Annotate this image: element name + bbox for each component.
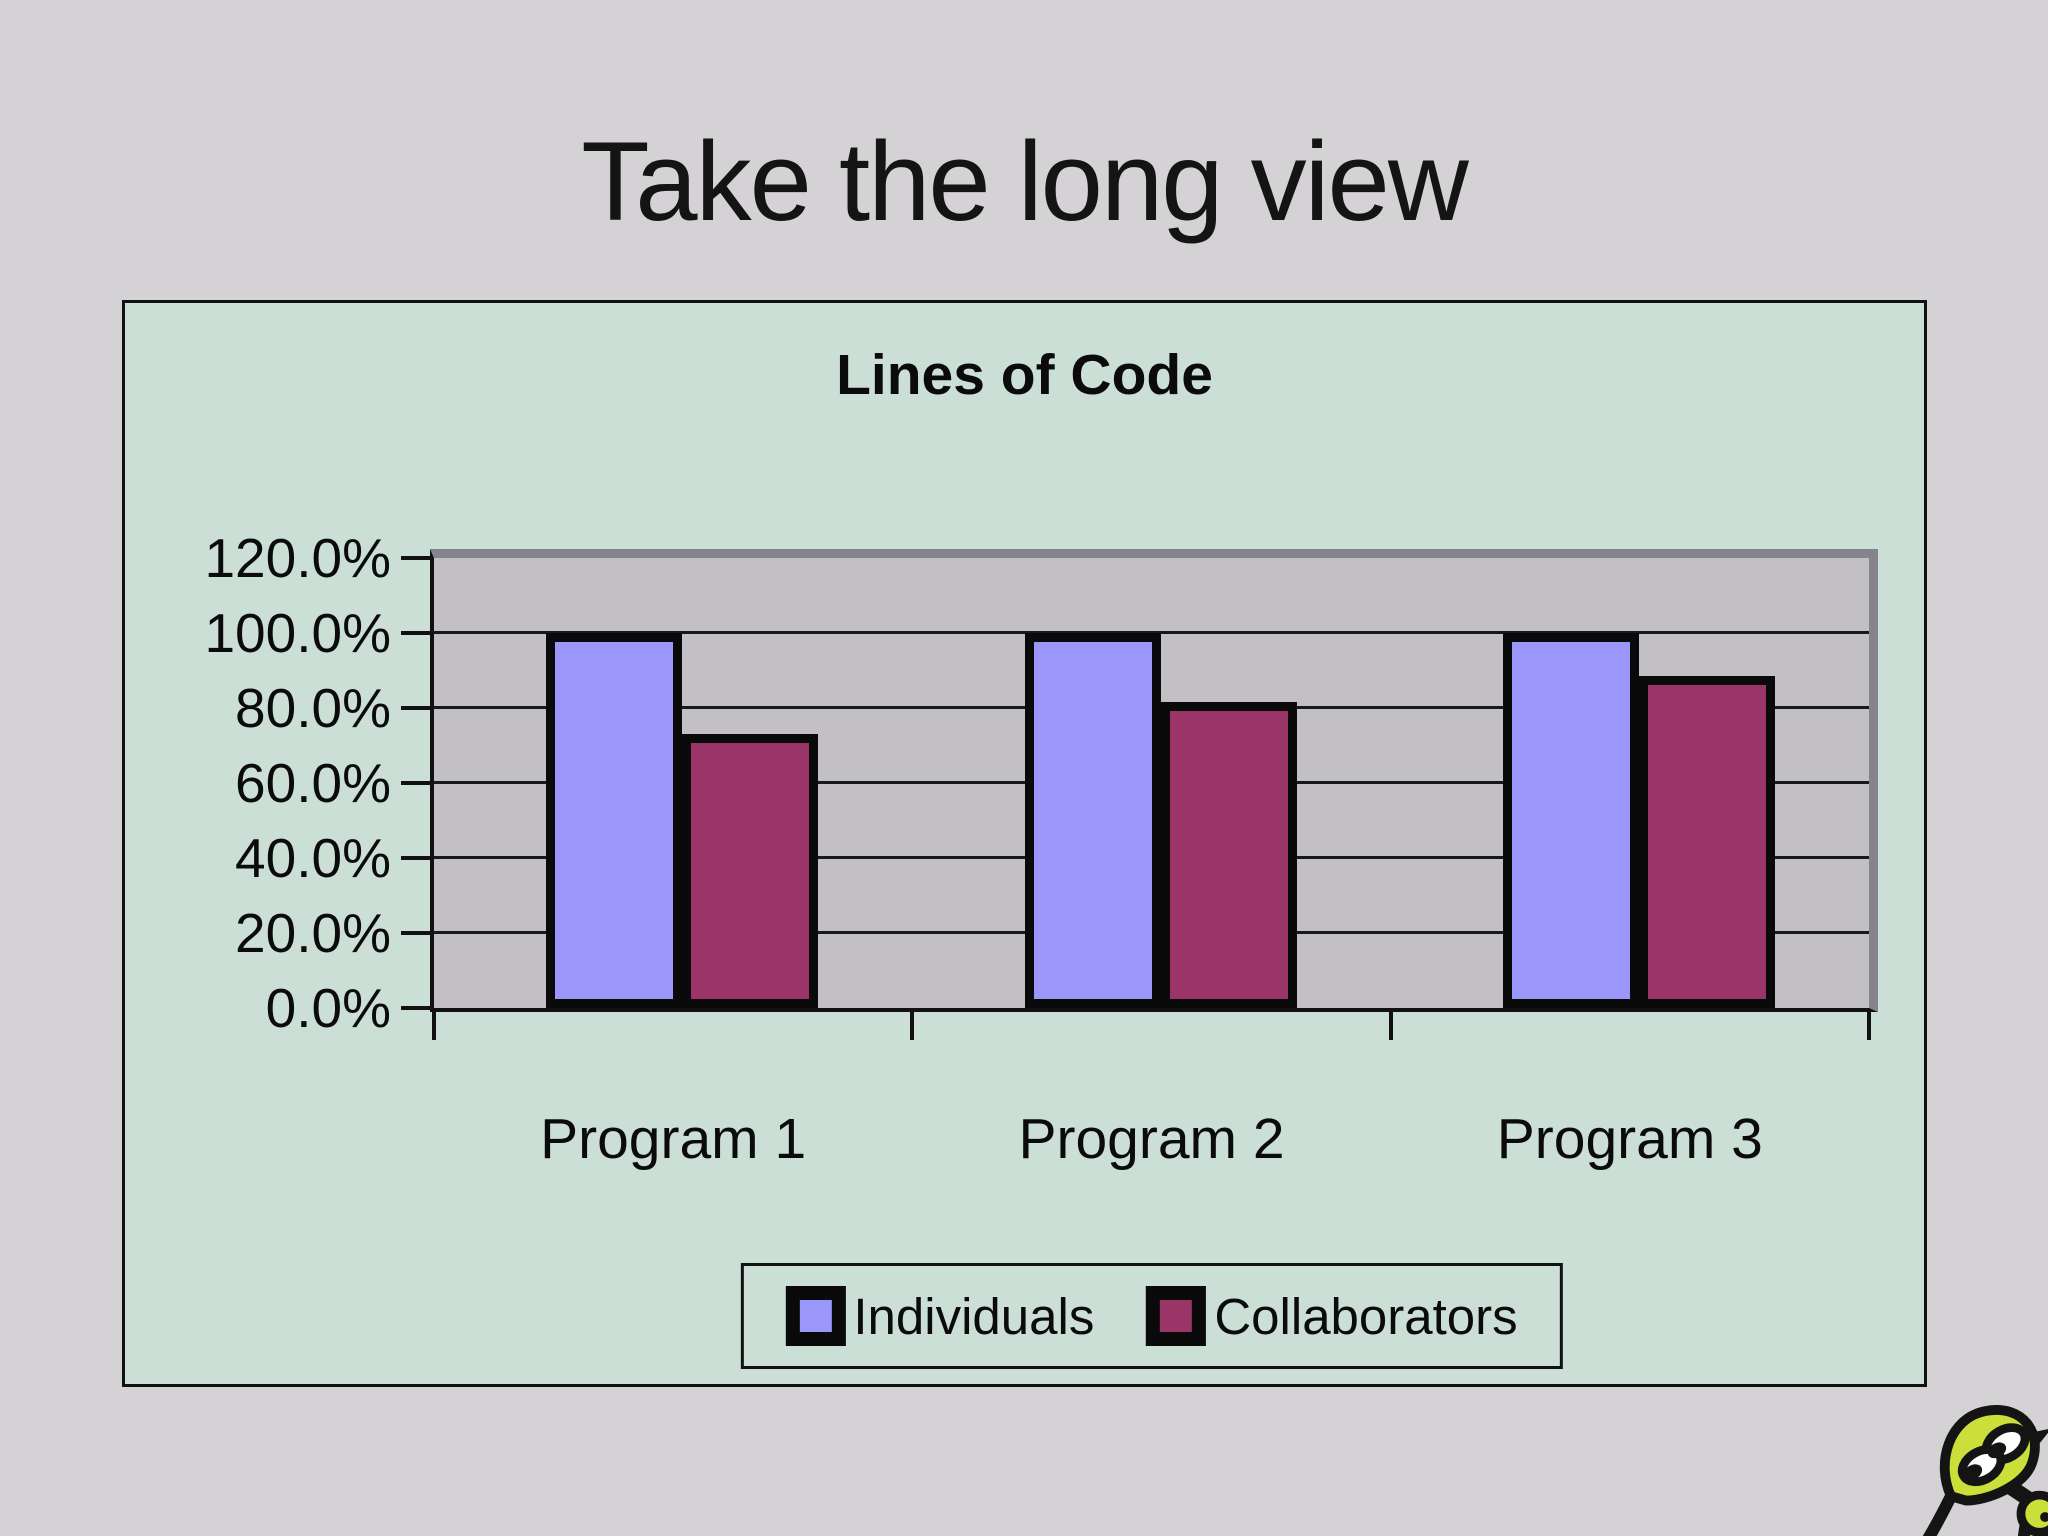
y-axis-tick-label: 100.0% xyxy=(204,602,391,664)
chart-area: Lines of Code 120.0% 100.0% 80.0% 60.0% 40.0… xyxy=(122,300,1927,1387)
y-axis-tick-label: 20.0% xyxy=(235,902,391,964)
legend-item-individuals: Individuals xyxy=(785,1286,1094,1346)
y-axis-tick xyxy=(401,706,431,710)
x-axis-category-label: Program 2 xyxy=(1018,1107,1285,1171)
y-axis-tick xyxy=(401,1006,431,1010)
legend-label: Individuals xyxy=(853,1287,1095,1345)
x-axis-tick xyxy=(910,1012,915,1040)
y-axis-tick-label: 60.0% xyxy=(235,752,391,814)
y-axis-tick xyxy=(401,631,431,635)
y-axis-tick xyxy=(401,556,431,560)
x-axis-category-label: Program 3 xyxy=(1496,1107,1763,1171)
bar-individuals-program-1 xyxy=(546,633,683,1008)
bar-individuals-program-2 xyxy=(1024,633,1161,1008)
chart-title: Lines of Code xyxy=(836,343,1213,407)
x-axis-tick xyxy=(1867,1012,1871,1040)
legend-label: Collaborators xyxy=(1214,1287,1518,1345)
x-axis-category-label: Program 1 xyxy=(540,1107,807,1171)
bar-individuals-program-3 xyxy=(1502,633,1639,1008)
y-axis-tick-label: 80.0% xyxy=(235,677,391,739)
legend-swatch-collaborators xyxy=(1146,1286,1207,1346)
gridline xyxy=(434,631,1869,634)
bar-collaborators-program-1 xyxy=(682,734,819,1008)
y-axis-tick xyxy=(401,856,431,860)
y-axis-tick-label: 0.0% xyxy=(265,977,391,1039)
y-axis-tick-label: 120.0% xyxy=(204,527,391,589)
slide-title: Take the long view xyxy=(581,119,1468,244)
legend-item-collaborators: Collaborators xyxy=(1146,1286,1518,1346)
x-axis-tick xyxy=(1388,1012,1393,1040)
legend-swatch-individuals xyxy=(785,1286,846,1346)
y-axis-tick-label: 40.0% xyxy=(235,827,391,889)
legend: Individuals Collaborators xyxy=(740,1263,1563,1369)
y-axis-tick xyxy=(401,931,431,935)
y-axis-tick xyxy=(401,781,431,785)
plot-area xyxy=(430,549,1878,1012)
bar-collaborators-program-2 xyxy=(1160,702,1297,1008)
bar-collaborators-program-3 xyxy=(1638,676,1775,1008)
green-firefly-mascot-icon xyxy=(1922,1405,2048,1536)
x-axis-tick xyxy=(432,1012,436,1040)
